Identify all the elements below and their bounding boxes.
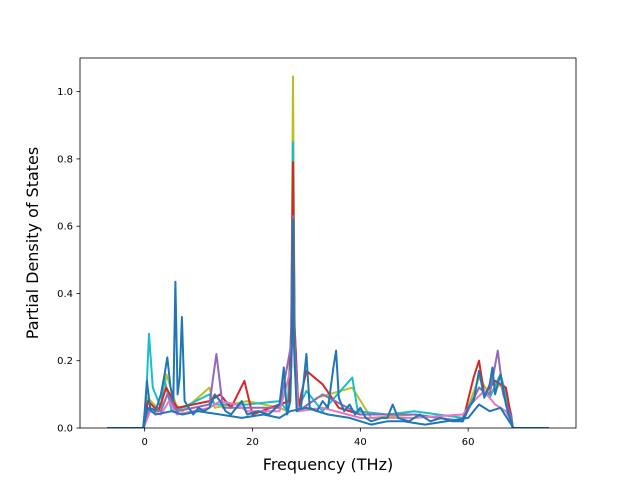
y-tick-label: 0.4 bbox=[57, 289, 73, 300]
y-tick-label: 0.0 bbox=[57, 424, 73, 435]
x-tick-label: 20 bbox=[246, 437, 259, 448]
y-axis-label: Partial Density of States bbox=[23, 147, 42, 339]
x-tick-label: 40 bbox=[354, 437, 367, 448]
plot-frame bbox=[79, 57, 577, 429]
y-tick-label: 0.2 bbox=[57, 356, 73, 367]
y-tick-label: 0.6 bbox=[57, 222, 73, 233]
series-layer bbox=[107, 75, 549, 428]
y-tick-label: 1.0 bbox=[57, 87, 73, 98]
x-tick-label: 60 bbox=[462, 437, 475, 448]
series-line-6 bbox=[107, 218, 549, 428]
x-tick-label: 0 bbox=[142, 437, 148, 448]
y-axis: 0.0 0.2 0.4 0.6 0.8 1.0 bbox=[57, 87, 80, 435]
y-tick-label: 0.8 bbox=[57, 154, 73, 165]
x-axis-label: Frequency (THz) bbox=[263, 455, 393, 474]
x-axis: 0 20 40 60 bbox=[142, 428, 475, 448]
series-line-7 bbox=[107, 403, 549, 428]
